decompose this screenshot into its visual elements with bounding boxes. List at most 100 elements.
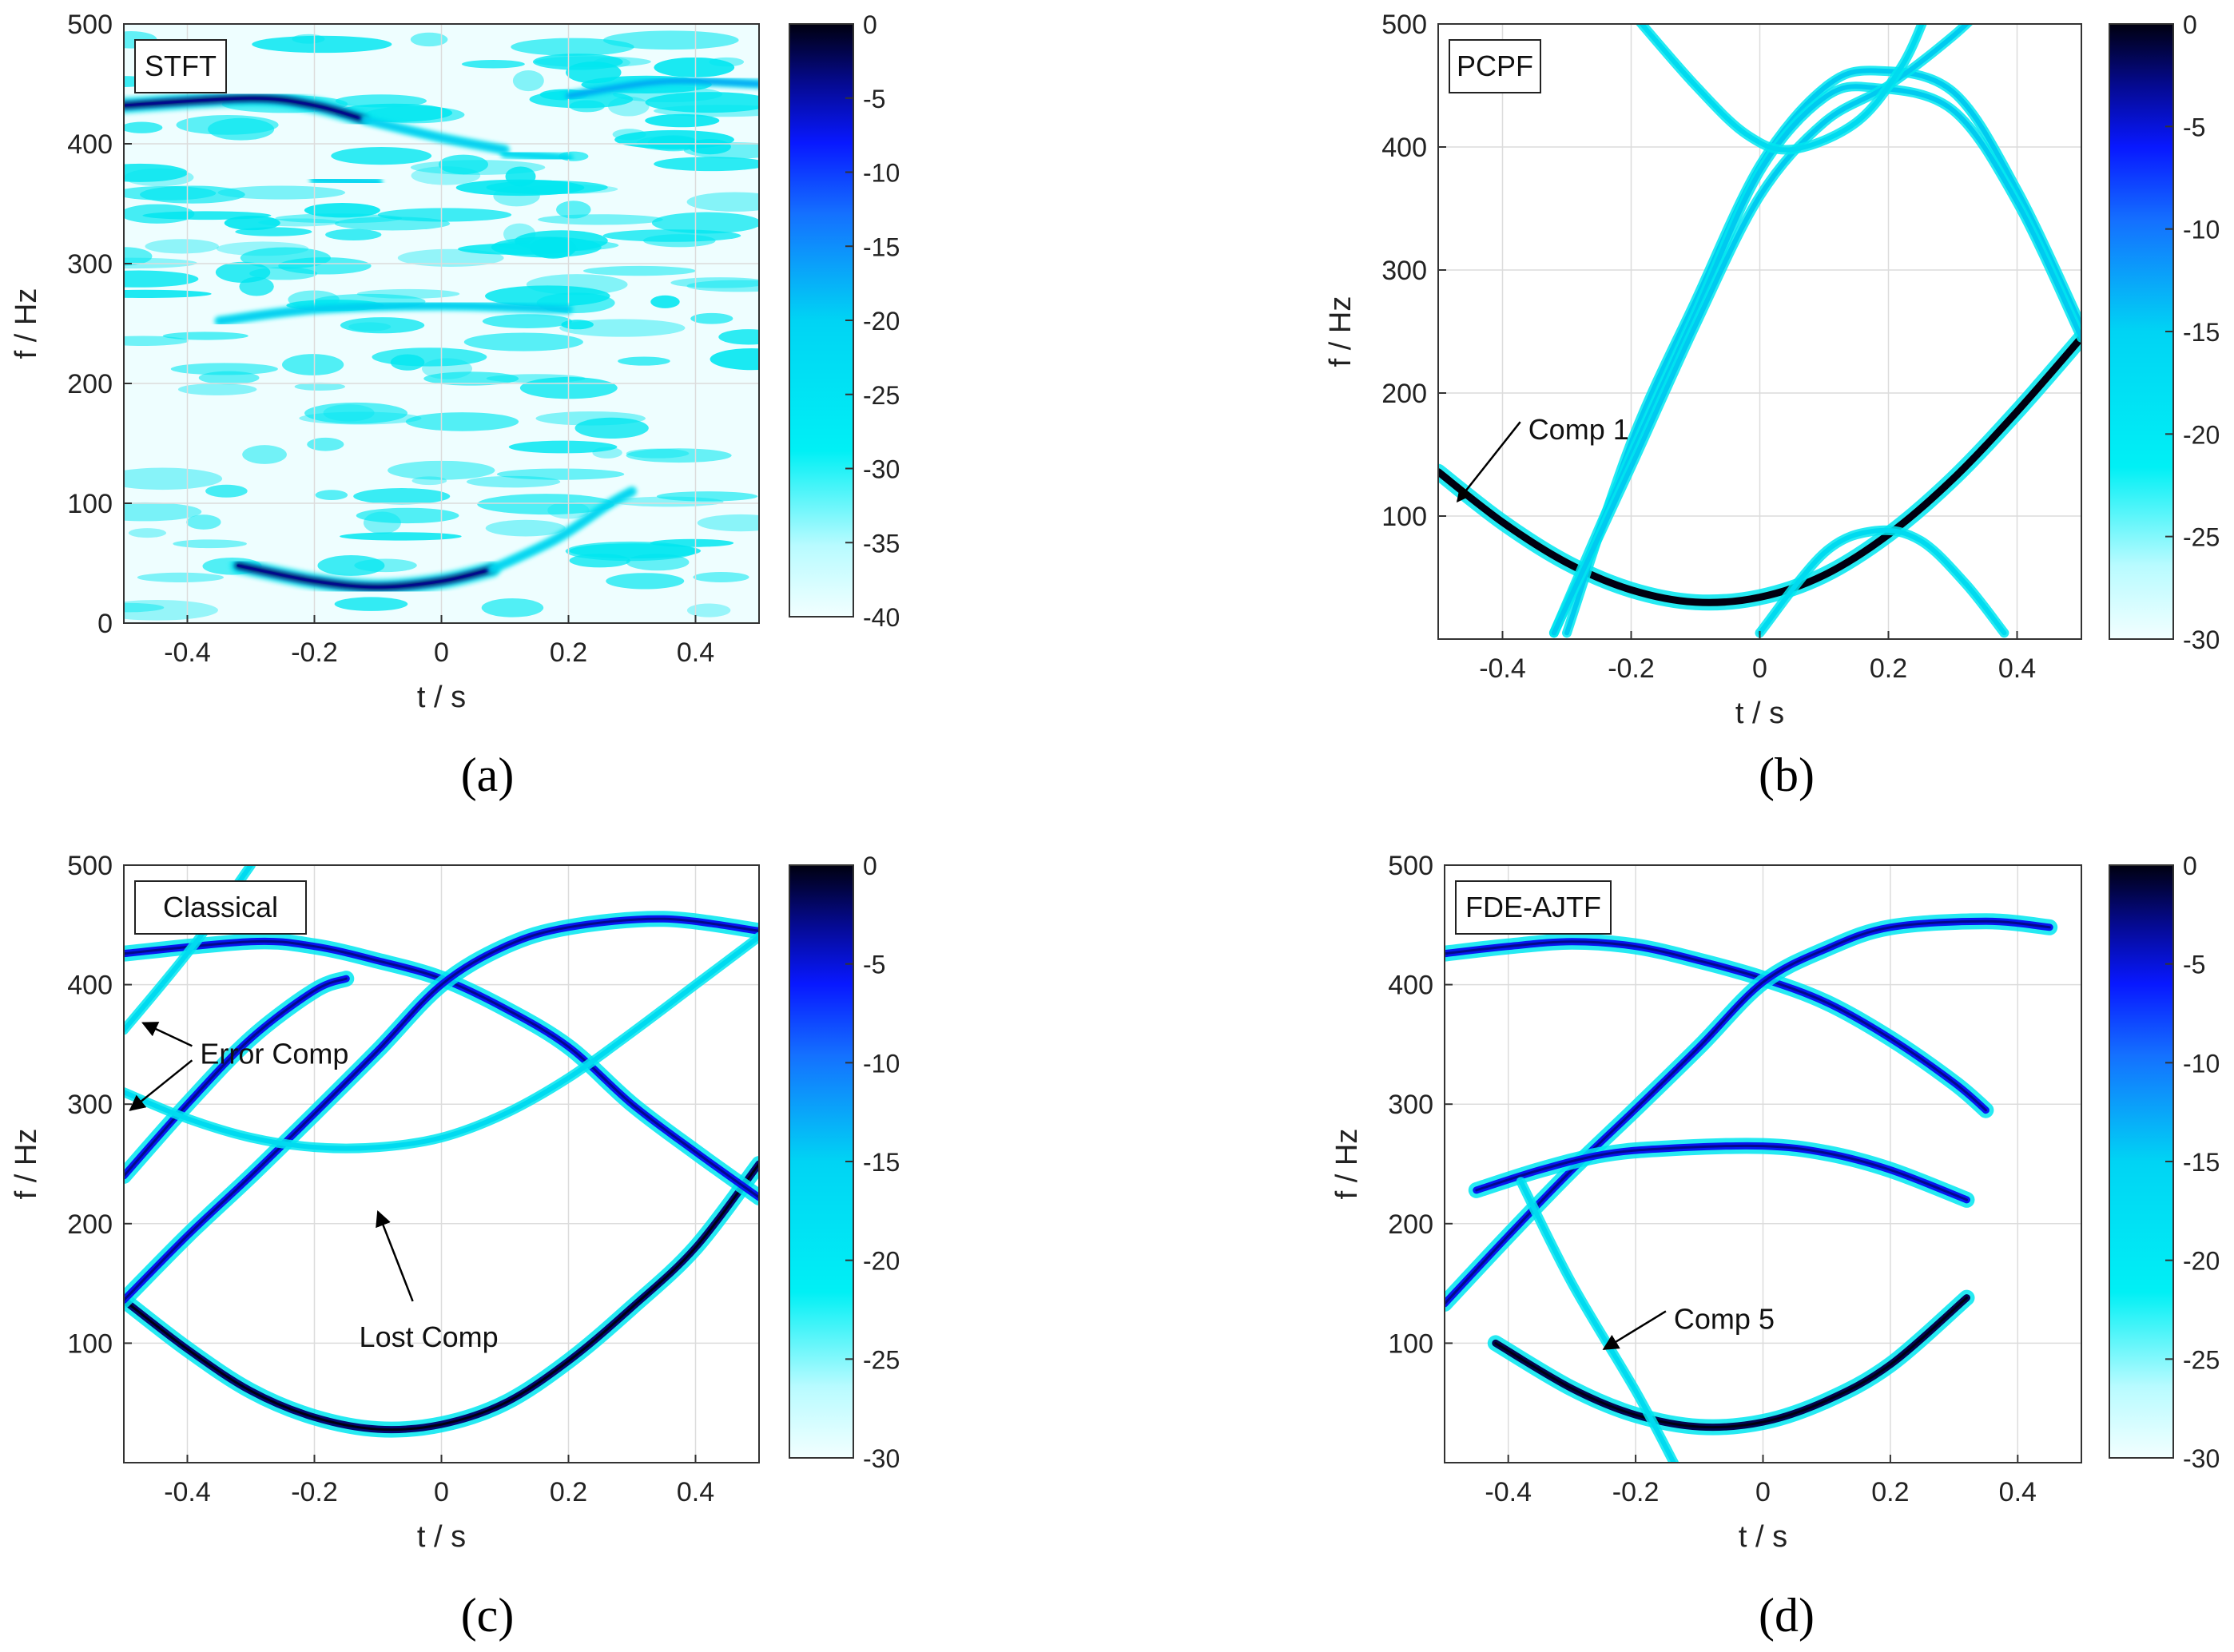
stft-noise-streak [538,214,663,225]
stft-noise-streak [410,32,448,47]
ridge-error-comp-2 [124,934,759,1151]
ridge-small-arc [1757,527,2007,636]
stft-noise-streak [325,228,382,241]
stft-noise-streak [275,213,403,224]
stft-noise-streak [486,180,608,195]
colorbar-tick-label: -30 [2183,1444,2220,1473]
y-axis-label: f / Hz [1330,1129,1364,1200]
stft-noise-streak [602,30,739,50]
x-tick-label: 0 [434,1477,449,1507]
ridge-core-comp-3 [124,917,759,1301]
y-tick-label: 100 [1388,1328,1433,1359]
colorbar-tick-label: -10 [863,1049,900,1078]
stft-noise-streak [224,215,280,231]
ridge-core-comp-1 [1438,336,2081,604]
panel-a: -0.4 -0.2 0 0.2 0.4 0 100 200 300 400 500 t / s f / … [10,10,900,801]
y-tick-label: 200 [1388,1209,1433,1240]
x-tick-label: 0.4 [677,1477,714,1507]
stft-noise-streak [242,445,287,464]
stft-noise-streak [686,280,759,292]
stft-noise-streak [323,404,375,422]
stft-noise-streak [530,237,577,259]
stft-noise-streak [566,62,622,84]
ridge-core-comp-4 [1475,1144,1968,1201]
colorbar-tick-label: -5 [863,85,885,113]
ridge-component-4 [217,303,571,324]
stft-noise-streak [307,437,344,451]
stft-noise-streak [654,157,759,172]
y-tick-label: 400 [67,971,113,1001]
y-axis-label: f / Hz [10,1129,43,1200]
colorbar-tick-label: -15 [863,232,900,261]
colorbar-tick-label: -5 [863,951,885,979]
ridge-core-comp-1 [124,1162,759,1432]
stft-noise-streak [508,440,618,454]
x-tick-label: -0.2 [291,637,338,668]
y-tick-label: 300 [1388,1090,1433,1120]
x-tick-label: 0.2 [550,637,587,668]
annotation-2: Lost Comp [360,1209,499,1353]
stft-noise-streak [626,448,732,463]
stft-noise-streak [331,147,432,165]
x-tick-label: 0.2 [1870,653,1907,684]
colorbar-tick-label: -10 [2183,1049,2220,1078]
y-tick-label: 100 [67,1328,113,1359]
x-tick-label: 0 [1752,653,1767,684]
x-axis-label: t / s [417,681,466,714]
colorbar-tick-label: 0 [863,852,877,880]
colorbar-tick-label: -15 [2183,1148,2220,1177]
colorbar-tick-label: -20 [2183,420,2220,449]
panel-c: -0.4 -0.2 0 0.2 0.4 100 200 300 400 500 t / s f / H… [10,851,900,1642]
stft-noise-streak [315,490,348,501]
annotation-label: Comp 5 [1674,1302,1775,1335]
x-tick-label: 0.2 [550,1477,587,1507]
y-axis-label: f / Hz [10,288,43,359]
stft-noise-streak [128,528,167,538]
stft-noise-streak [124,247,153,266]
annotation-label: Error Comp [200,1037,348,1070]
colorbar-tick-label: -5 [2183,113,2205,141]
colorbar-tick-label: -25 [2183,523,2220,552]
colorbar-tick-label: 0 [863,10,877,39]
annotation-0: Error Comp [141,1022,348,1070]
stft-noise-streak [124,602,165,613]
x-tick-label: 0 [434,637,449,668]
stft-noise-streak [653,105,759,117]
colorbar-tick-label: -20 [863,307,900,336]
stft-noise-streak [177,383,257,395]
colorbar [2109,23,2174,640]
stft-noise-streak [612,129,646,141]
stft-noise-streak [618,356,670,366]
stft-noise-streak [140,185,245,204]
method-title-frame [1449,39,1541,93]
stft-noise-streak [439,154,488,175]
y-tick-label: 500 [1381,10,1427,40]
ridge-comp-5 [1518,1179,1676,1463]
stft-noise-streak [511,38,634,56]
colorbar [2109,864,2174,1459]
stft-noise-streak [124,163,189,182]
stft-noise-streak [461,59,525,69]
y-tick-label: 200 [67,1209,113,1240]
stft-noise-streak [294,382,345,391]
stft-noise-streak [354,558,417,573]
y-tick-label: 400 [67,129,113,160]
stft-noise-streak [281,354,344,375]
ridge-core-component-2 [124,97,367,121]
y-axis-label: f / Hz [1324,296,1357,367]
annotation-arrow [141,1022,193,1047]
method-title-box: STFT [134,39,227,93]
stft-noise-streak [529,90,634,109]
colorbar-tick-label: -40 [863,603,900,632]
ridge-component-3 [566,78,759,98]
panel-label: (b) [1759,749,1815,801]
colorbar-tick-label: -10 [863,159,900,188]
stft-noise-streak [654,57,735,77]
x-axis-label: t / s [1739,1520,1787,1554]
x-tick-label: -0.4 [1485,1477,1532,1507]
colorbar-tick-label: -15 [2183,318,2220,347]
x-tick-label: 0.4 [1998,653,2036,684]
x-tick-label: 0.2 [1871,1477,1909,1507]
stft-noise-streak [626,448,690,459]
